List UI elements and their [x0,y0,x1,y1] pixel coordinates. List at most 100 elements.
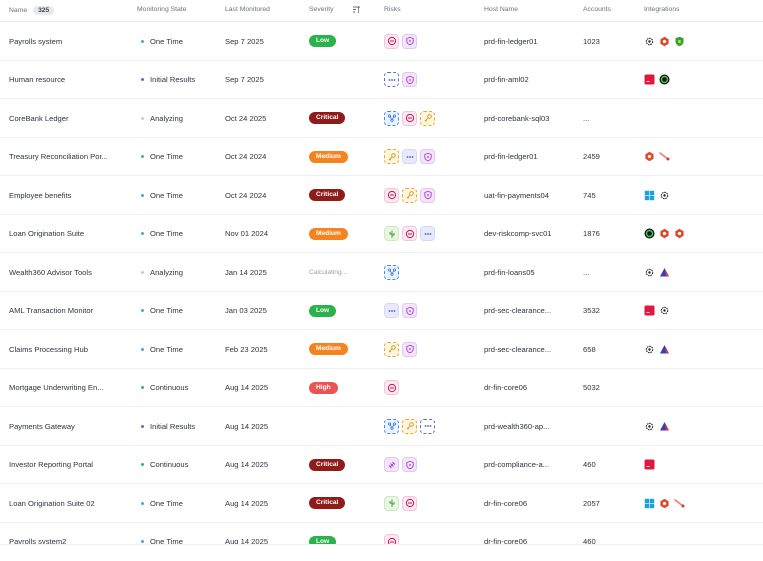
table-row[interactable]: Mortgage Underwriting En... Continuous Aug… [0,369,763,407]
green-circle-icon[interactable] [644,228,655,239]
openai-icon[interactable] [644,421,655,432]
more-risk-icon[interactable] [402,149,417,164]
windows-icon[interactable] [644,498,655,509]
row-name[interactable]: Loan Origination Suite [9,229,85,238]
key-risk-icon[interactable] [384,341,399,357]
table-row[interactable]: Human resource Initial Results Sep 7 2025 p… [0,61,763,99]
cactus-risk-icon[interactable] [384,495,399,511]
mask-risk-icon[interactable] [384,380,399,395]
table-row[interactable]: Claims Processing Hub One Time Feb 23 2025… [0,330,763,369]
column-header-accounts[interactable]: Accounts [583,6,611,13]
red-square-icon[interactable] [644,459,655,470]
row-name[interactable]: Human resource [9,75,66,84]
windows-icon[interactable] [644,190,655,201]
openai-icon[interactable] [659,305,670,316]
mask-risk-icon[interactable] [402,495,417,511]
row-name[interactable]: AML Transaction Monitor [9,306,94,315]
shield-risk-icon[interactable] [402,72,417,87]
shield-risk-icon[interactable] [402,457,417,472]
comet-icon[interactable] [674,498,685,509]
risks-cell [384,292,420,330]
red-hex-icon[interactable] [674,228,685,239]
network-risk-icon[interactable] [384,418,399,434]
more-risk-icon[interactable] [420,418,435,434]
openai-icon[interactable] [644,267,655,278]
severity-cell: Critical [309,446,346,484]
shield-risk-icon[interactable] [402,303,417,318]
risks-cell [384,176,438,214]
row-name[interactable]: Wealth360 Advisor Tools [9,267,92,277]
severity-cell: Critical [309,99,346,137]
column-header-host-name[interactable]: Host Name [484,6,518,13]
row-name[interactable]: Loan Origination Suite 02 [9,498,95,508]
column-header-name[interactable]: Name 325 [9,6,55,15]
row-name[interactable]: Investor Reporting Portal [9,460,93,469]
table-row[interactable]: CoreBank Ledger Analyzing Oct 24 2025 Criti… [0,99,763,138]
shield-risk-icon[interactable] [420,149,435,164]
network-risk-icon[interactable] [384,110,399,126]
accounts-count: 1876 [583,229,600,238]
table-row[interactable]: AML Transaction Monitor One Time Jan 03 20… [0,292,763,330]
table-row[interactable]: Treasury Reconciliation Por... One Time Oc… [0,138,763,176]
row-name[interactable]: Mortgage Underwriting En... [9,383,104,392]
table-row[interactable]: Payments Gateway Initial Results Aug 14 20… [0,407,763,446]
red-hex-icon[interactable] [659,228,670,239]
key-risk-icon[interactable] [420,110,435,126]
mask-risk-icon[interactable] [402,226,417,241]
comet-icon[interactable] [659,151,670,162]
red-square-icon[interactable] [644,305,655,316]
column-header-risks[interactable]: Risks [384,6,401,13]
row-name[interactable]: Payrolls system [9,36,63,46]
table-row[interactable]: Payrolls system2 One Time Aug 14 2025 Low dr… [0,523,763,545]
table-row[interactable]: Employee benefits One Time Oct 24 2024 Crit… [0,176,763,215]
red-square-icon[interactable] [644,74,655,85]
row-name[interactable]: Payrolls system2 [9,537,67,545]
table-row[interactable]: Payrolls system One Time Sep 7 2025 Low prd-… [0,22,763,61]
green-circle-icon[interactable] [659,74,670,85]
openai-icon[interactable] [659,190,670,201]
openai-icon[interactable] [644,344,655,355]
row-name[interactable]: Payments Gateway [9,421,75,431]
green-shield-icon[interactable] [674,36,685,47]
network-risk-icon[interactable] [384,264,399,280]
pyramid-icon[interactable] [659,421,670,432]
red-hex-icon[interactable] [644,151,655,162]
plug-risk-icon[interactable] [384,457,399,472]
pyramid-icon[interactable] [659,267,670,278]
mask-risk-icon[interactable] [384,534,399,544]
shield-risk-icon[interactable] [402,33,417,49]
key-risk-icon[interactable] [402,187,417,203]
table-row[interactable]: Loan Origination Suite 02 One Time Aug 14 … [0,484,763,523]
row-name[interactable]: Employee benefits [9,190,72,200]
cactus-risk-icon[interactable] [384,226,399,241]
table-row[interactable]: Wealth360 Advisor Tools Analyzing Jan 14 2… [0,253,763,292]
red-hex-icon[interactable] [659,498,670,509]
pyramid-icon[interactable] [659,344,670,355]
column-header-severity[interactable]: Severity [309,6,334,13]
sort-icon[interactable] [352,5,360,14]
shield-risk-icon[interactable] [420,187,435,203]
mask-risk-icon[interactable] [402,110,417,126]
table-row[interactable]: Investor Reporting Portal Continuous Aug 1… [0,446,763,484]
severity-cell: Critical [309,484,346,522]
column-header-integrations[interactable]: Integrations [644,6,680,13]
row-name[interactable]: Claims Processing Hub [9,344,88,354]
more-risk-icon[interactable] [420,226,435,241]
column-header-monitoring-state[interactable]: Monitoring State [137,6,187,13]
mask-risk-icon[interactable] [384,33,399,49]
shield-risk-icon[interactable] [402,341,417,357]
row-name[interactable]: Treasury Reconciliation Por... [9,152,108,161]
row-name[interactable]: CoreBank Ledger [9,113,69,123]
mask-risk-icon[interactable] [384,187,399,203]
table-row[interactable]: Loan Origination Suite One Time Nov 01 202… [0,215,763,253]
risks-cell [384,61,420,99]
monitoring-state: Continuous [141,446,188,484]
openai-icon[interactable] [644,36,655,47]
column-header-last-monitored[interactable]: Last Monitored [225,6,270,13]
risks-cell [384,484,420,522]
key-risk-icon[interactable] [402,418,417,434]
more-risk-icon[interactable] [384,303,399,318]
more-risk-icon[interactable] [384,72,399,87]
red-hex-icon[interactable] [659,36,670,47]
key-risk-icon[interactable] [384,149,399,164]
